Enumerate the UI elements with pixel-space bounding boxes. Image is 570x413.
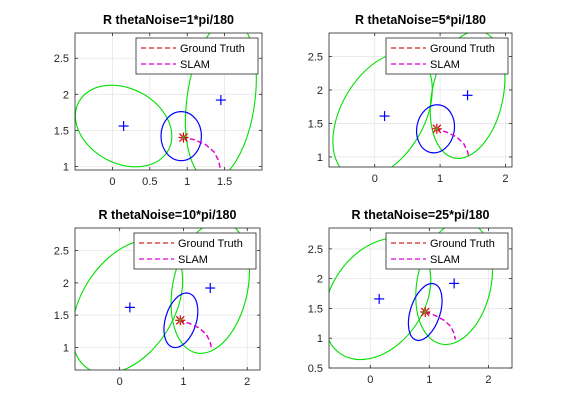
estimate-marker [175, 315, 186, 326]
legend-label-1: Ground Truth [178, 238, 243, 250]
plot-area [75, 33, 257, 170]
y-tick-label: 1.5 [54, 310, 69, 322]
series-slam-line [181, 136, 221, 168]
series-slam-line [425, 311, 456, 340]
robot-ellipse [163, 292, 199, 349]
chart-title: R thetaNoise=10*pi/180 [99, 208, 237, 222]
x-tick-label: 2 [485, 374, 491, 386]
robot-ellipse [160, 110, 203, 162]
landmark-ellipse-1 [75, 84, 173, 168]
legend: Ground Truth SLAM [133, 232, 257, 270]
legend-label-2: SLAM [178, 254, 208, 266]
x-tick-label: 0 [372, 173, 378, 185]
y-tick-label: 1 [317, 152, 323, 164]
landmark-marker-1 [379, 111, 390, 122]
y-tick-label: 2.5 [54, 246, 69, 258]
x-tick-label: 2 [502, 173, 508, 185]
x-tick-label: 0 [367, 374, 373, 386]
y-tick-label: 2 [63, 89, 69, 101]
y-tick-label: 1.5 [54, 125, 69, 137]
subplot-3: 0 1 2 1 1.5 2 2.5 R thetaNoise=10*pi/180 Ground … [54, 208, 261, 388]
y-tick-label: 2.5 [54, 53, 69, 65]
landmark-ellipse-2 [184, 33, 257, 170]
legend-box [135, 37, 259, 75]
y-tick-label: 1 [63, 161, 69, 173]
landmark-marker-2 [449, 278, 460, 289]
series-slam-line [178, 319, 213, 349]
landmark-marker-1 [374, 293, 385, 304]
estimate-marker-center [181, 135, 186, 140]
estimate-marker [431, 123, 442, 134]
estimate-marker [420, 307, 431, 317]
legend-box [385, 232, 509, 270]
landmark-marker-1 [118, 121, 129, 132]
plot-area [75, 228, 250, 370]
x-tick-label: 1 [184, 176, 190, 188]
axes-frame [328, 32, 513, 168]
y-tick-label: 1.5 [308, 303, 323, 315]
x-tick-label: 0.5 [142, 176, 157, 188]
y-tick-label: 2 [317, 274, 323, 286]
landmark-marker-2 [215, 95, 226, 106]
subplot-4: 0 1 2 0.5 1 1.5 2 2.5 R thetaNoise=25*pi/180 Grou… [308, 208, 513, 386]
legend-box [385, 37, 509, 75]
y-tick-label: 2.5 [308, 51, 323, 63]
legend-label-1: Ground Truth [430, 43, 495, 55]
estimate-marker-center [178, 318, 182, 322]
landmark-ellipse-2 [429, 33, 506, 159]
x-tick-label: 2 [244, 376, 250, 388]
x-tick-label: 1 [180, 376, 186, 388]
y-tick-label: 2 [317, 85, 323, 97]
landmark-marker-2 [462, 90, 473, 101]
legend-label-2: SLAM [430, 59, 460, 71]
legend-label-2: SLAM [180, 59, 210, 71]
estimate-marker [178, 132, 189, 143]
subplot-2: 0 1 2 1 1.5 2 2.5 R thetaNoise=5*pi/180 Ground T… [308, 13, 513, 185]
subplot-1: 0 0.5 1 1.5 1 1.5 2 2.5 R thetaNoise=1*pi/180 Gro… [54, 13, 263, 188]
robot-ellipse [415, 104, 456, 154]
chart-title: R thetaNoise=5*pi/180 [355, 13, 486, 27]
legend: Ground Truth SLAM [385, 37, 509, 75]
landmark-marker-2 [205, 283, 216, 294]
legend-label-1: Ground Truth [430, 238, 495, 250]
y-tick-label: 1 [317, 333, 323, 345]
landmark-ellipse-2 [170, 228, 250, 354]
legend-box [133, 232, 257, 270]
y-tick-label: 2 [63, 278, 69, 290]
x-tick-label: 1 [437, 173, 443, 185]
y-tick-label: 0.5 [308, 363, 323, 375]
x-tick-label: 0 [109, 176, 115, 188]
landmark-ellipse-2 [415, 228, 494, 346]
axes-frame [328, 227, 513, 369]
chart-title: R thetaNoise=1*pi/180 [103, 13, 234, 27]
legend: Ground Truth SLAM [385, 232, 509, 270]
x-tick-label: 1 [426, 374, 432, 386]
legend: Ground Truth SLAM [135, 37, 259, 75]
series-slam-line [435, 128, 470, 159]
landmark-marker-1 [124, 302, 135, 313]
axes-frame [74, 32, 263, 171]
chart-title: R thetaNoise=25*pi/180 [352, 208, 490, 222]
estimate-marker-center [423, 310, 427, 314]
y-tick-label: 1 [63, 342, 69, 354]
x-tick-label: 1.5 [217, 176, 232, 188]
axes-frame [74, 227, 261, 371]
legend-label-1: Ground Truth [180, 43, 245, 55]
y-tick-label: 1.5 [308, 118, 323, 130]
legend-label-2: SLAM [430, 254, 460, 266]
subplots: 0 0.5 1 1.5 1 1.5 2 2.5 R thetaNoise=1*pi/180 Gro… [54, 13, 513, 388]
x-tick-label: 0 [117, 376, 123, 388]
y-tick-label: 2.5 [308, 244, 323, 256]
robot-ellipse [407, 282, 443, 342]
estimate-marker-center [435, 127, 439, 131]
